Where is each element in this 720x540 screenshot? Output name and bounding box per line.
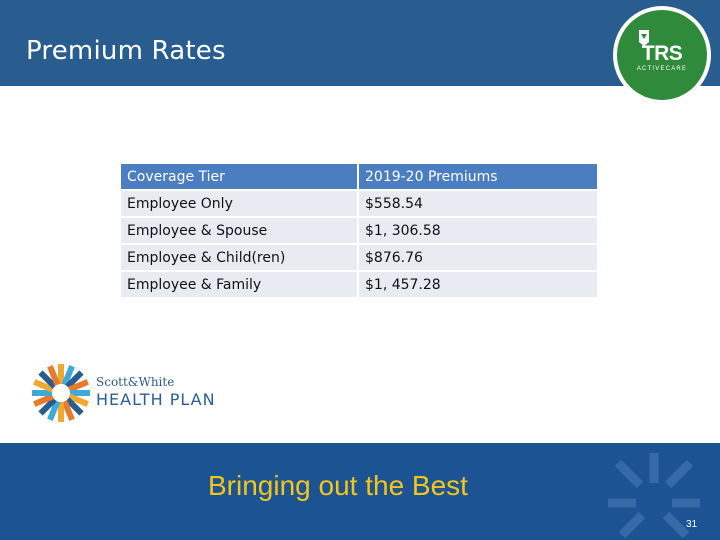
logo-petal bbox=[47, 400, 61, 421]
page-number: 31 bbox=[686, 519, 698, 530]
coverage-tier-cell: Employee & Family bbox=[121, 272, 357, 297]
trs-activecare-logo: TRS ACTIVECARE bbox=[613, 6, 711, 104]
logo-petal bbox=[68, 379, 89, 393]
table-row: Employee & Family $1, 457.28 bbox=[121, 272, 597, 297]
logo-petal bbox=[61, 365, 75, 386]
coverage-tier-cell: Employee & Child(ren) bbox=[121, 245, 357, 270]
column-header-premiums: 2019-20 Premiums bbox=[359, 164, 597, 189]
trs-logo-ring bbox=[617, 10, 707, 100]
table-row: Employee & Spouse $1, 306.58 bbox=[121, 218, 597, 243]
logo-petal bbox=[61, 400, 75, 421]
coverage-tier-cell: Employee Only bbox=[121, 191, 357, 216]
decorative-star-pattern-icon bbox=[608, 453, 700, 539]
premium-cell: $1, 457.28 bbox=[359, 272, 597, 297]
logo-petal bbox=[33, 393, 54, 407]
coverage-tier-cell: Employee & Spouse bbox=[121, 218, 357, 243]
slide-footer: Bringing out the Best 31 bbox=[0, 443, 720, 540]
premium-cell: $876.76 bbox=[359, 245, 597, 270]
logo-petal bbox=[70, 390, 90, 396]
column-header-coverage-tier: Coverage Tier bbox=[121, 164, 357, 189]
trs-shield-icon bbox=[639, 30, 649, 46]
slide-header: Premium Rates bbox=[0, 0, 720, 86]
logo-petal bbox=[47, 365, 61, 386]
logo-petal bbox=[38, 397, 57, 416]
logo-petal bbox=[65, 397, 84, 416]
page-title: Premium Rates bbox=[26, 36, 226, 66]
logo-petal bbox=[68, 393, 89, 407]
table-header-row: Coverage Tier 2019-20 Premiums bbox=[121, 164, 597, 189]
trs-logo-subtitle: ACTIVECARE bbox=[636, 66, 688, 72]
table-row: Employee Only $558.54 bbox=[121, 191, 597, 216]
premium-cell: $558.54 bbox=[359, 191, 597, 216]
logo-petal bbox=[32, 390, 52, 396]
scott-white-star-icon bbox=[32, 364, 90, 422]
premium-cell: $1, 306.58 bbox=[359, 218, 597, 243]
logo-petal bbox=[65, 370, 84, 389]
logo-petal bbox=[38, 370, 57, 389]
logo-petal bbox=[33, 379, 54, 393]
premium-rates-table: Coverage Tier 2019-20 Premiums Employee … bbox=[119, 162, 599, 299]
plan-logo-line1: Scott&White bbox=[96, 375, 175, 389]
plan-logo-line2: HEALTH PLAN bbox=[96, 390, 216, 409]
footer-tagline: Bringing out the Best bbox=[208, 470, 468, 501]
logo-petal bbox=[58, 364, 64, 384]
logo-petal bbox=[58, 402, 64, 422]
table-row: Employee & Child(ren) $876.76 bbox=[121, 245, 597, 270]
trs-logo-name: TRS bbox=[641, 42, 683, 65]
